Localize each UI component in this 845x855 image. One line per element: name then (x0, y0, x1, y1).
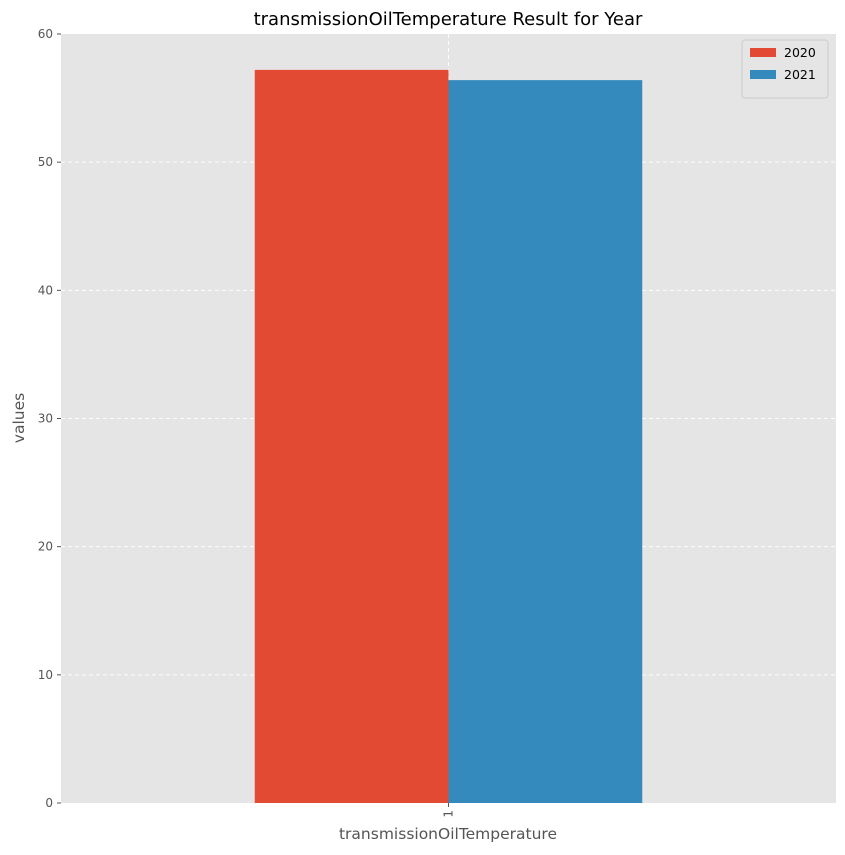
y-tick-label: 10 (38, 668, 53, 682)
legend-swatch-2021 (750, 70, 776, 79)
legend-label-2021: 2021 (784, 67, 816, 82)
chart-title: transmissionOilTemperature Result for Ye… (254, 9, 643, 30)
bar-2020 (254, 69, 449, 804)
bar-2021 (448, 80, 643, 803)
y-tick-label: 50 (38, 155, 53, 169)
x-axis: 1 (442, 803, 456, 818)
x-tick-label: 1 (442, 810, 456, 818)
y-axis-label: values (10, 393, 28, 443)
bars (254, 69, 643, 804)
legend-label-2020: 2020 (784, 45, 816, 60)
y-axis: 0 10 20 30 40 50 60 (38, 27, 61, 810)
y-tick-label: 40 (38, 283, 53, 297)
legend: 2020 2021 (741, 39, 829, 99)
y-tick-label: 60 (38, 27, 53, 41)
y-tick-label: 30 (38, 412, 53, 426)
legend-swatch-2020 (750, 48, 776, 57)
x-axis-label: transmissionOilTemperature (339, 825, 557, 843)
y-tick-label: 20 (38, 540, 53, 554)
y-tick-label: 0 (45, 796, 53, 810)
